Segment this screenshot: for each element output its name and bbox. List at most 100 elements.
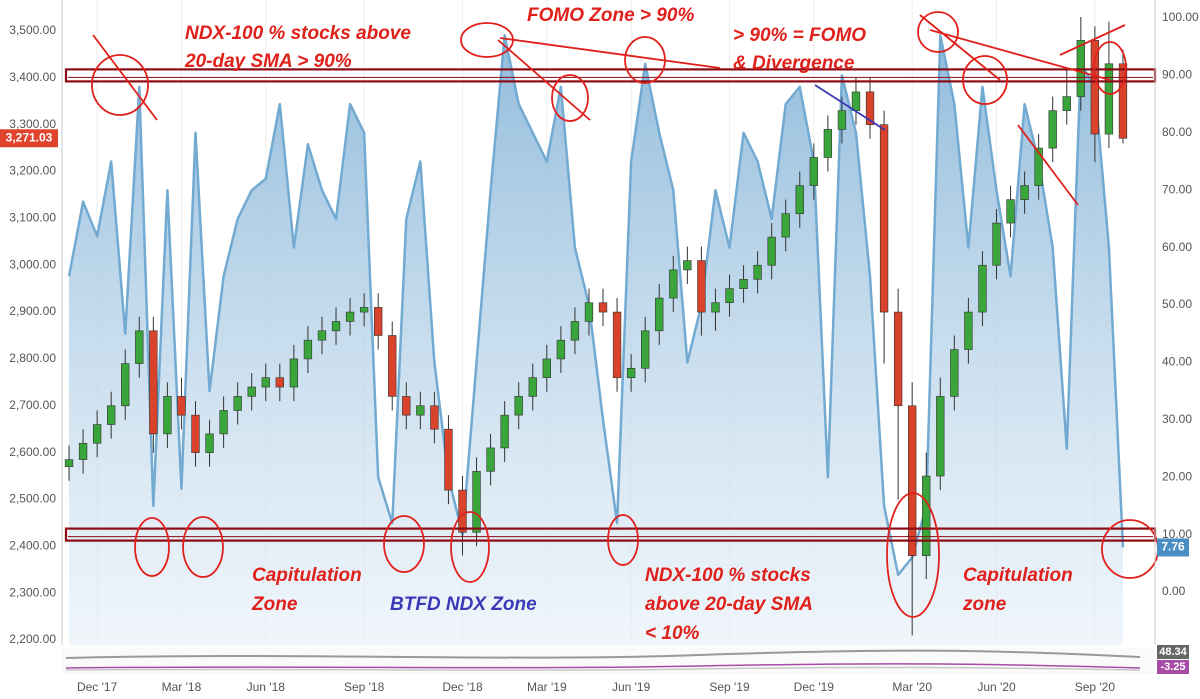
x-tick-label: Dec '17 (77, 680, 118, 694)
candle-body (964, 311, 973, 350)
annotation: > 90% = FOMO (733, 25, 866, 46)
candle-body (374, 307, 383, 336)
candle-body (584, 302, 594, 322)
y2-tick-label: 40.00 (1162, 355, 1192, 369)
y2-tick-label: 50.00 (1162, 297, 1192, 311)
candle-body (219, 410, 228, 435)
candle-body (865, 91, 875, 125)
candle-body (711, 302, 720, 313)
candle-body (289, 358, 299, 388)
candle-body (233, 396, 242, 411)
circle (134, 517, 170, 577)
candle-body (669, 269, 678, 299)
candle-body (725, 288, 734, 304)
circle (551, 74, 589, 122)
y-tick-label: 2,500.00 (9, 492, 56, 506)
circle (607, 514, 639, 566)
breadth-label: 7.76 (1161, 540, 1185, 554)
candle-body (556, 339, 566, 360)
candle-body (1104, 63, 1114, 135)
candle-body (1048, 110, 1057, 149)
annotation: 20-day SMA > 90% (184, 51, 352, 72)
annotation: above 20-day SMA (645, 594, 813, 615)
candle-body (809, 157, 818, 186)
indicator-line (65, 666, 1141, 671)
candle-body (570, 321, 580, 341)
candle-body (908, 405, 917, 556)
annotation: Zone (251, 594, 298, 615)
y2-tick-label: 0.00 (1162, 584, 1186, 598)
indicator-line (65, 663, 1141, 669)
y-tick-label: 2,300.00 (9, 585, 56, 599)
candle-body (528, 377, 537, 397)
breadth-label-box (1157, 538, 1189, 557)
candle-body (1006, 199, 1015, 224)
x-tick-label: Sep '18 (344, 680, 385, 694)
y-tick-label: 3,200.00 (9, 164, 56, 178)
trend-line (1017, 124, 1079, 206)
candle-body (641, 330, 650, 369)
candle-body (655, 297, 664, 332)
x-tick-label: Jun '18 (247, 680, 286, 694)
candle-body (149, 330, 158, 435)
x-tick-label: Dec '19 (794, 680, 835, 694)
candle-body (612, 311, 622, 378)
x-tick-label: Jun '19 (612, 680, 651, 694)
circle (917, 11, 959, 53)
candle-body (837, 110, 847, 130)
annotation: NDX-100 % stocks (645, 565, 811, 586)
trend-line (1059, 24, 1126, 56)
y2-tick-label: 90.00 (1162, 68, 1192, 82)
candle-body (402, 396, 411, 416)
circle (182, 516, 224, 578)
annotation: NDX-100 % stocks above (185, 23, 411, 44)
candle-body (950, 349, 959, 397)
candle-body (261, 377, 270, 388)
x-tick-label: Jun '20 (977, 680, 1016, 694)
candle-body (626, 367, 636, 378)
candle-body (893, 311, 903, 407)
candle-body (922, 475, 931, 556)
trend-line (499, 37, 721, 69)
y-tick-label: 3,500.00 (9, 23, 56, 37)
candle-body (795, 185, 804, 214)
candle-body (430, 405, 439, 430)
candle-body (514, 396, 523, 416)
candle-body (697, 260, 706, 313)
candle-body (1034, 147, 1043, 186)
circle (886, 492, 940, 618)
y-tick-label: 2,600.00 (9, 445, 56, 459)
candle-body (163, 396, 172, 435)
y2-tick-label: 30.00 (1162, 412, 1192, 426)
candle-body (107, 405, 116, 425)
indicator-line (65, 649, 1141, 659)
y-tick-label: 2,700.00 (9, 398, 56, 412)
x-tick-label: Mar '20 (892, 680, 932, 694)
x-tick-label: Mar '18 (162, 680, 202, 694)
y-tick-label: 2,800.00 (9, 351, 56, 365)
annotation: FOMO Zone > 90% (527, 5, 694, 26)
candle-body (177, 396, 186, 416)
candle-body (191, 414, 200, 453)
y-tick-label: 2,200.00 (9, 632, 56, 646)
y-tick-label: 3,100.00 (9, 211, 56, 225)
candle-body (359, 307, 369, 313)
candle-body (781, 213, 790, 238)
y2-tick-label: 80.00 (1162, 125, 1192, 139)
candle-body (978, 264, 987, 313)
candle-body (1062, 96, 1071, 111)
candle-body (486, 447, 495, 472)
circle (91, 54, 149, 116)
circle (450, 511, 490, 583)
y-tick-label: 2,900.00 (9, 304, 56, 318)
price-label: 3,271.03 (6, 130, 53, 144)
candle-body (767, 236, 776, 266)
annotation: zone (962, 594, 1007, 615)
candle-body (275, 377, 284, 388)
candle-body (331, 321, 341, 332)
candle-body (879, 124, 889, 313)
annotations: NDX-100 % stocks above 20-day SMA > 90% FO… (184, 5, 1073, 644)
candle-body (303, 339, 313, 360)
